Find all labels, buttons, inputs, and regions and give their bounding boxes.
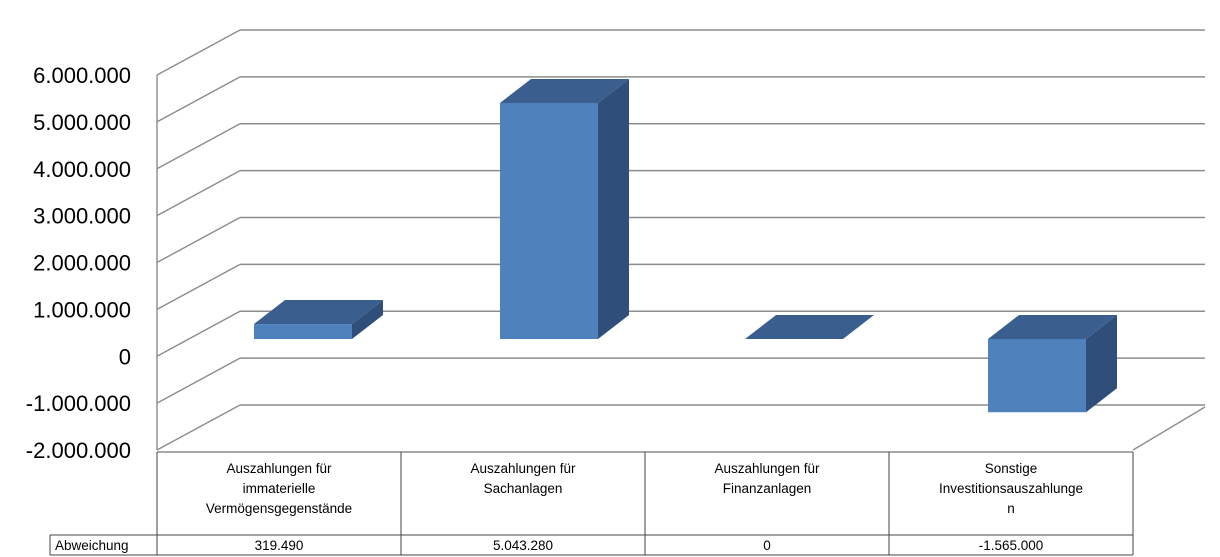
y-tick-label: 4.000.000 — [33, 157, 131, 182]
bar-front — [988, 339, 1086, 413]
bar-side — [1086, 315, 1117, 413]
y-tick-label: 5.000.000 — [33, 110, 131, 135]
bar-side — [598, 79, 629, 339]
y-tick-label: 2.000.000 — [33, 251, 131, 276]
series-name: Abweichung — [55, 538, 129, 553]
category-label: Sachanlagen — [484, 481, 563, 496]
gridline-diagonal — [156, 263, 241, 310]
y-tick-label: 6.000.000 — [33, 63, 131, 88]
gridline-diagonal — [156, 123, 241, 170]
floor-edge — [1132, 406, 1206, 451]
gridline-diagonal — [156, 170, 241, 217]
gridline-diagonal — [156, 357, 241, 404]
category-label: Auszahlungen für — [470, 461, 576, 476]
bar-front — [254, 324, 352, 339]
value-label: 5.043.280 — [493, 538, 553, 553]
bar-top — [745, 315, 874, 339]
value-label: 319.490 — [255, 538, 304, 553]
category-label: Auszahlungen für — [226, 461, 332, 476]
category-label: Auszahlungen für — [714, 461, 820, 476]
bar-front — [500, 103, 598, 339]
bar-top — [988, 315, 1117, 339]
value-label: 0 — [763, 538, 771, 553]
y-tick-label: 1.000.000 — [33, 297, 131, 322]
bar-side — [352, 300, 383, 339]
gridline-diagonal — [156, 76, 241, 123]
category-label: Investitionsauszahlunge — [939, 481, 1083, 496]
category-label: Sonstige — [985, 461, 1038, 476]
y-tick-label: 3.000.000 — [33, 204, 131, 229]
y-tick-label: -2.000.000 — [26, 438, 131, 463]
bar-top — [254, 300, 383, 325]
y-tick-label: -1.000.000 — [26, 391, 131, 416]
gridline-diagonal — [156, 216, 241, 264]
category-label: Finanzanlagen — [723, 481, 812, 496]
category-label: n — [1007, 501, 1015, 516]
gridline-diagonal — [156, 29, 241, 76]
gridline-diagonal — [156, 310, 241, 357]
bar-top — [500, 79, 629, 103]
category-label: Vermögensgegenstände — [206, 501, 352, 516]
value-label: -1.565.000 — [979, 538, 1044, 553]
category-label: immaterielle — [243, 481, 316, 496]
y-tick-label: 0 — [119, 344, 131, 369]
gridline-diagonal — [156, 404, 241, 451]
